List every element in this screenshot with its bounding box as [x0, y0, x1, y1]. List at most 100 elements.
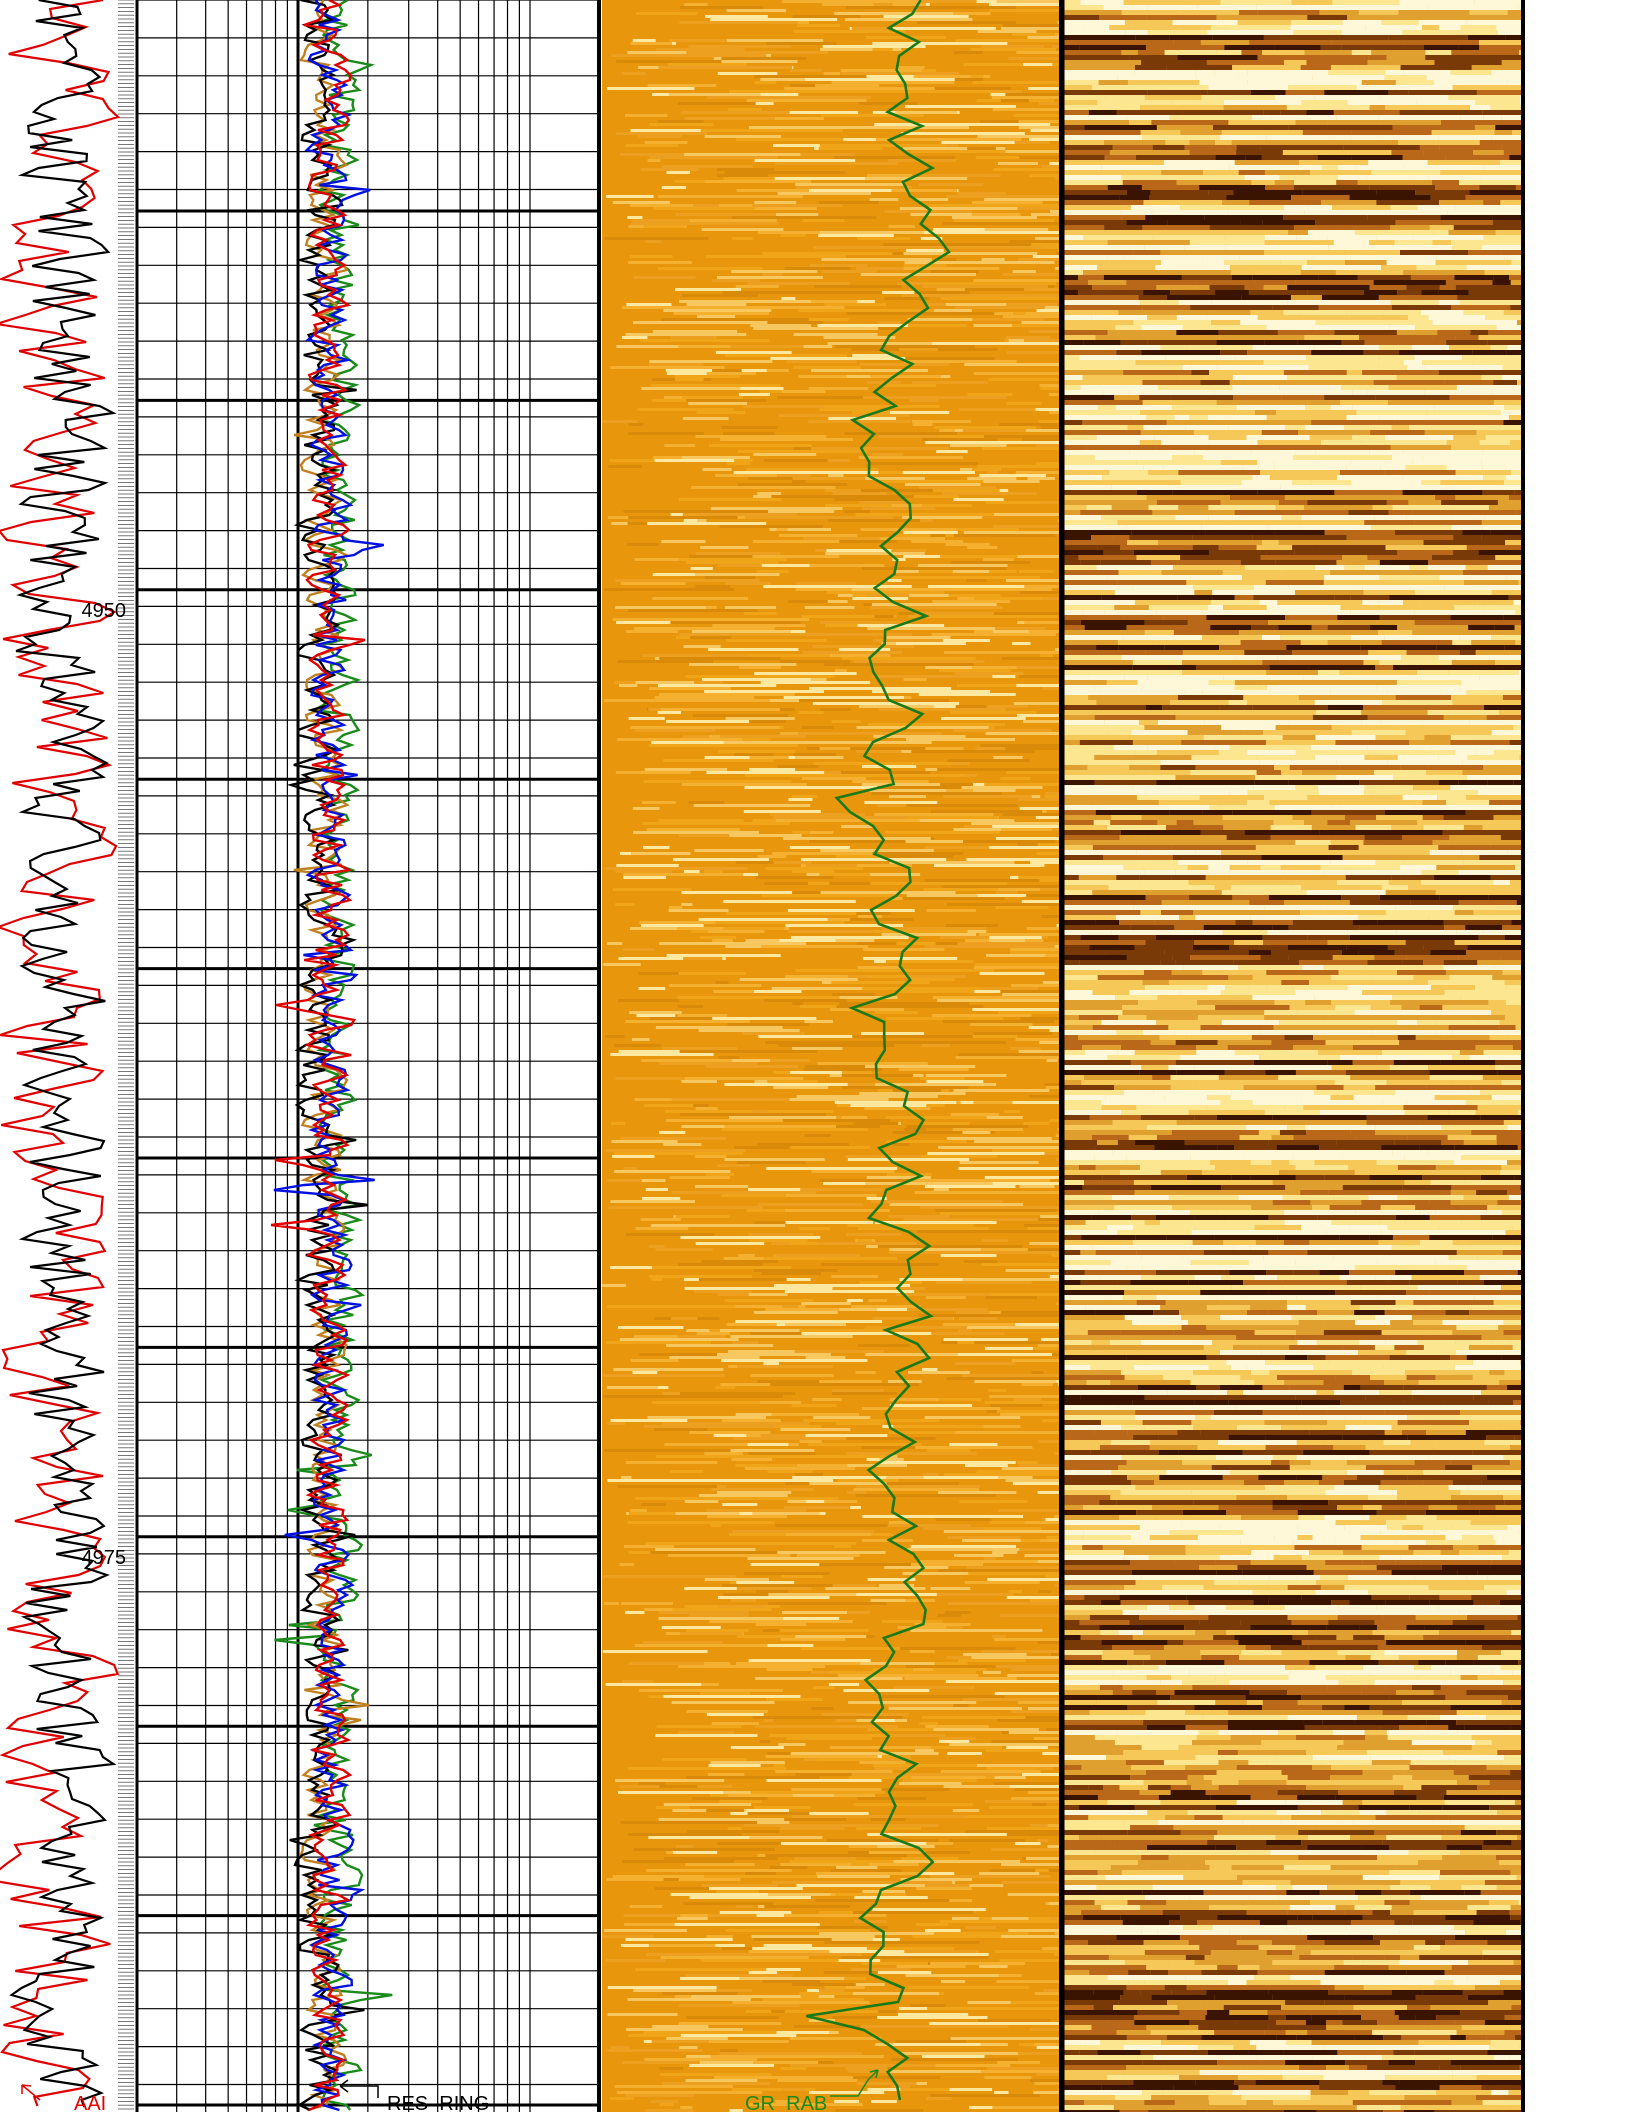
image-stripe [696, 411, 746, 414]
image-cell [1299, 520, 1365, 525]
image-stripe [919, 174, 1001, 177]
image-cell [1424, 420, 1504, 425]
image-cell [1439, 575, 1457, 580]
image-cell [1335, 5, 1402, 10]
image-cell [1275, 505, 1304, 510]
image-stripe [835, 855, 882, 858]
image-stripe [965, 1926, 996, 1929]
image-cell [1335, 835, 1365, 840]
image-stripe [753, 1938, 865, 1941]
image-stripe [906, 1125, 1029, 1128]
image-stripe [606, 1179, 642, 1182]
image-stripe [666, 171, 691, 174]
image-stripe [681, 294, 758, 297]
image-stripe [893, 1143, 910, 1146]
image-cell [1219, 705, 1253, 710]
image-cell [1063, 60, 1142, 65]
image-cell [1457, 295, 1522, 300]
image-cell [1156, 610, 1203, 615]
image-stripe [984, 1176, 1059, 1179]
image-stripe [1019, 1464, 1059, 1467]
image-stripe [887, 579, 902, 582]
image-stripe [610, 1053, 714, 1056]
image-stripe [652, 330, 738, 333]
image-cell [1228, 425, 1286, 430]
image-stripe [676, 1845, 694, 1848]
image-stripe [641, 1059, 732, 1062]
image-cell [1254, 270, 1301, 275]
image-stripe [667, 63, 747, 66]
image-stripe [967, 546, 998, 549]
image-stripe [1052, 45, 1059, 48]
image-stripe [922, 1368, 938, 1371]
image-cell [1063, 355, 1080, 360]
image-stripe [804, 606, 855, 609]
image-stripe [817, 324, 931, 327]
image-cell [1451, 240, 1522, 245]
image-stripe [773, 144, 820, 147]
image-stripe [900, 1878, 973, 1881]
image-stripe [997, 162, 1039, 165]
image-stripe [616, 2091, 763, 2094]
image-cell [1216, 340, 1265, 345]
image-cell [1378, 115, 1461, 120]
image-cell [1466, 795, 1522, 800]
image-cell [1478, 935, 1505, 940]
image-cell [1123, 635, 1203, 640]
image-stripe [642, 1641, 724, 1644]
image-cell [1166, 295, 1242, 300]
image-stripe [796, 1095, 939, 1098]
image-stripe [870, 375, 941, 378]
image-stripe [613, 1152, 744, 1155]
image-stripe [719, 2052, 862, 2055]
image-stripe [987, 1578, 1059, 1581]
image-cell [1230, 265, 1302, 270]
image-stripe [679, 1632, 743, 1635]
image-stripe [856, 1827, 921, 1830]
image-stripe [796, 582, 856, 585]
image-stripe [893, 1425, 1007, 1428]
image-cell [1494, 625, 1515, 630]
image-stripe [903, 678, 927, 681]
image-stripe [607, 1422, 626, 1425]
image-stripe [764, 459, 833, 462]
image-cell [1339, 470, 1385, 475]
image-cell [1395, 85, 1453, 90]
image-cell [1063, 705, 1146, 710]
image-stripe [859, 363, 949, 366]
image-cell [1462, 530, 1491, 535]
image-stripe [777, 1590, 789, 1593]
image-cell [1104, 225, 1143, 230]
image-stripe [900, 2052, 1018, 2055]
image-stripe [649, 687, 731, 690]
image-stripe [804, 1065, 876, 1068]
image-cell [1493, 815, 1522, 820]
image-cell [1063, 780, 1095, 785]
image-cell [1284, 205, 1308, 210]
image-cell [1451, 525, 1483, 530]
image-stripe [1015, 1323, 1059, 1326]
image-cell [1235, 355, 1307, 360]
image-cell [1201, 760, 1260, 765]
image-stripe [1029, 138, 1059, 141]
image-stripe [727, 462, 751, 465]
image-cell [1402, 490, 1483, 495]
image-cell [1359, 780, 1439, 785]
image-cell [1097, 100, 1173, 105]
image-stripe [660, 1956, 809, 1959]
image-stripe [773, 1086, 829, 1089]
image-cell [1350, 820, 1418, 825]
image-cell [1345, 875, 1392, 880]
image-cell [1471, 640, 1516, 645]
image-stripe [979, 1833, 1059, 1836]
image-cell [1155, 935, 1193, 940]
image-cell [1221, 890, 1242, 895]
image-cell [1434, 10, 1470, 15]
image-stripe [905, 1665, 996, 1668]
image-stripe [681, 1125, 741, 1128]
image-stripe [1039, 1539, 1059, 1542]
image-cell [1204, 720, 1289, 725]
image-stripe [622, 948, 655, 951]
image-cell [1161, 900, 1223, 905]
